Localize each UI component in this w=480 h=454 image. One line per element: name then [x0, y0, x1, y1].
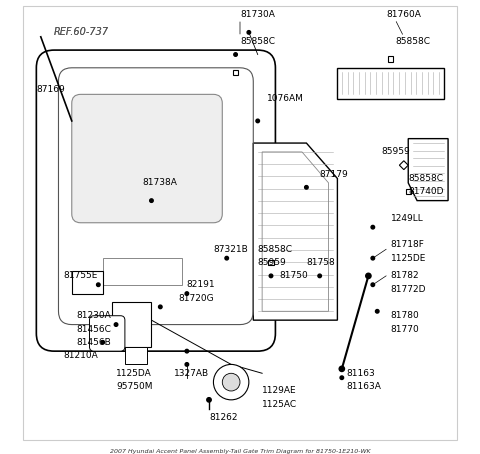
Circle shape	[114, 323, 118, 326]
Text: 87169: 87169	[36, 85, 65, 94]
Text: 85959: 85959	[258, 258, 287, 267]
Bar	[72, 271, 103, 294]
Bar	[388, 56, 393, 62]
Text: 81163A: 81163A	[346, 382, 381, 391]
Bar	[233, 69, 238, 75]
Circle shape	[318, 274, 322, 278]
Text: 87321B: 87321B	[214, 245, 248, 254]
Text: 81760A: 81760A	[386, 10, 421, 19]
Text: 85858C: 85858C	[408, 174, 443, 183]
Text: 81772D: 81772D	[391, 285, 426, 294]
Bar	[112, 302, 152, 347]
Text: 81750: 81750	[280, 271, 309, 281]
Circle shape	[371, 225, 374, 229]
Circle shape	[340, 376, 344, 380]
Text: 81730A: 81730A	[240, 10, 275, 19]
Text: 81230A: 81230A	[76, 311, 111, 320]
Text: 81780: 81780	[391, 311, 419, 320]
Circle shape	[101, 340, 105, 344]
FancyBboxPatch shape	[36, 50, 276, 351]
Bar	[406, 189, 411, 194]
Circle shape	[96, 283, 100, 286]
Text: 81770: 81770	[391, 325, 419, 334]
Text: 1249LL: 1249LL	[391, 214, 423, 223]
Circle shape	[247, 30, 251, 34]
Circle shape	[214, 365, 249, 400]
Bar	[125, 347, 147, 365]
Text: 81720G: 81720G	[178, 294, 214, 302]
Text: 81210A: 81210A	[63, 351, 97, 360]
Polygon shape	[253, 143, 337, 320]
Text: 81782: 81782	[391, 271, 419, 281]
Polygon shape	[399, 161, 408, 170]
Text: 1327AB: 1327AB	[174, 369, 209, 378]
Text: 87179: 87179	[320, 169, 348, 178]
Circle shape	[269, 274, 273, 278]
Text: 85858C: 85858C	[258, 245, 293, 254]
Circle shape	[185, 350, 189, 353]
Text: 95750M: 95750M	[116, 382, 153, 391]
Text: 1125AC: 1125AC	[262, 400, 297, 409]
Circle shape	[366, 273, 371, 279]
Text: 1076AM: 1076AM	[266, 94, 303, 104]
Bar	[268, 260, 274, 265]
Text: 81456B: 81456B	[76, 338, 111, 347]
Circle shape	[375, 310, 379, 313]
Circle shape	[256, 119, 260, 123]
Circle shape	[150, 199, 153, 202]
Text: 81718F: 81718F	[391, 240, 424, 249]
Circle shape	[339, 366, 345, 371]
Text: 81456C: 81456C	[76, 325, 111, 334]
Text: 81163: 81163	[346, 369, 375, 378]
Bar	[103, 258, 182, 285]
Circle shape	[207, 398, 211, 402]
Circle shape	[158, 305, 162, 309]
Text: 81758: 81758	[306, 258, 335, 267]
Polygon shape	[408, 138, 448, 201]
Circle shape	[185, 363, 189, 366]
Circle shape	[305, 186, 308, 189]
Text: 81755E: 81755E	[63, 271, 97, 281]
Circle shape	[234, 53, 237, 56]
Polygon shape	[337, 68, 444, 99]
Circle shape	[371, 283, 374, 286]
Text: REF.60-737: REF.60-737	[54, 27, 109, 37]
Text: 82191: 82191	[187, 280, 216, 289]
Circle shape	[225, 257, 228, 260]
Text: 1125DE: 1125DE	[391, 254, 426, 263]
Circle shape	[185, 292, 189, 296]
Text: 85858C: 85858C	[395, 37, 430, 46]
Text: 81738A: 81738A	[143, 178, 178, 188]
Circle shape	[222, 373, 240, 391]
Text: 85959: 85959	[382, 148, 410, 157]
Text: 1129AE: 1129AE	[262, 386, 297, 395]
Text: 85858C: 85858C	[240, 37, 275, 46]
FancyBboxPatch shape	[72, 94, 222, 223]
Text: 1125DA: 1125DA	[116, 369, 152, 378]
Text: 81740D: 81740D	[408, 187, 444, 196]
Text: REF.60-737: REF.60-737	[54, 27, 109, 37]
FancyBboxPatch shape	[89, 316, 125, 351]
Text: 2007 Hyundai Accent Panel Assembly-Tail Gate Trim Diagram for 81750-1E210-WK: 2007 Hyundai Accent Panel Assembly-Tail …	[110, 449, 370, 454]
Text: 81262: 81262	[209, 413, 238, 422]
Circle shape	[371, 257, 374, 260]
